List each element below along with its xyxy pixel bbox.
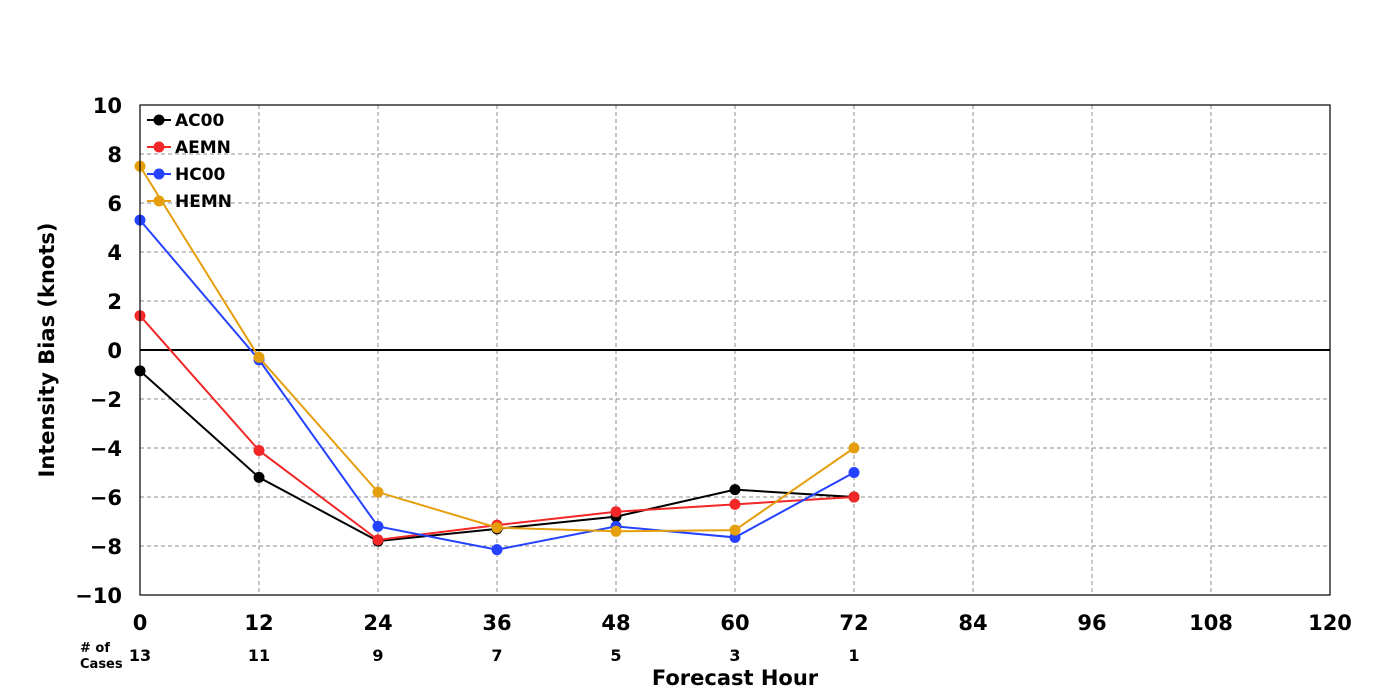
y-tick-label: −2 bbox=[90, 388, 122, 412]
data-point-hemn bbox=[491, 522, 503, 534]
data-point-hemn bbox=[610, 525, 622, 537]
data-point-aemn bbox=[848, 491, 860, 503]
x-tick-label: 120 bbox=[1308, 611, 1352, 635]
y-tick-label: −6 bbox=[90, 486, 122, 510]
data-point-hc00 bbox=[372, 520, 384, 532]
y-tick-label: 8 bbox=[107, 143, 122, 167]
x-tick-labels: 0 12 24 36 48 60 72 84 96 108 120 bbox=[133, 611, 1352, 635]
x-tick-label: 108 bbox=[1189, 611, 1233, 635]
x-tick-label: 60 bbox=[720, 611, 749, 635]
x-tick-label: 24 bbox=[363, 611, 392, 635]
x-tick-label: 84 bbox=[958, 611, 987, 635]
data-point-hemn bbox=[253, 351, 265, 363]
data-point-aemn bbox=[729, 498, 741, 510]
y-tick-label: −8 bbox=[90, 535, 122, 559]
data-point-hemn bbox=[729, 524, 741, 536]
plot-frame bbox=[139, 104, 1331, 596]
x-tick-label: 0 bbox=[133, 611, 148, 635]
y-axis-label: Intensity Bias (knots) bbox=[35, 223, 59, 478]
data-point-ac00 bbox=[729, 484, 741, 496]
x-tick-label: 96 bbox=[1077, 611, 1106, 635]
x-tick-label: 72 bbox=[839, 611, 868, 635]
data-point-aemn bbox=[253, 444, 265, 456]
data-point-hemn bbox=[372, 486, 384, 498]
y-tick-label: −4 bbox=[90, 437, 122, 461]
legend-label: AC00 bbox=[175, 111, 224, 131]
legend-label: HEMN bbox=[175, 192, 232, 212]
legend: AC00 AEMN HC00 HEMN bbox=[147, 111, 232, 212]
x-tick-label: 36 bbox=[482, 611, 511, 635]
y-tick-label: −10 bbox=[75, 584, 122, 608]
cases-row: # of Cases 13 11 9 7 5 3 1 bbox=[80, 641, 860, 672]
cases-title-line-2: Cases bbox=[80, 657, 123, 672]
y-tick-label: 10 bbox=[93, 94, 122, 118]
legend-marker-aemn bbox=[153, 141, 165, 153]
y-tick-label: 0 bbox=[107, 339, 122, 363]
legend-marker-hemn bbox=[153, 195, 165, 207]
case-count: 5 bbox=[610, 646, 621, 665]
data-point-aemn bbox=[372, 534, 384, 546]
case-count: 7 bbox=[491, 646, 502, 665]
data-point-hemn bbox=[848, 442, 860, 454]
legend-marker-ac00 bbox=[153, 114, 165, 126]
case-count: 11 bbox=[248, 646, 270, 665]
x-tick-label: 48 bbox=[601, 611, 630, 635]
y-tick-label: 4 bbox=[107, 241, 122, 265]
y-tick-label: 2 bbox=[107, 290, 122, 314]
case-count: 9 bbox=[372, 646, 383, 665]
data-point-ac00 bbox=[253, 471, 265, 483]
y-tick-label: 6 bbox=[107, 192, 122, 216]
data-point-hc00 bbox=[491, 544, 503, 556]
x-axis-label: Forecast Hour bbox=[652, 666, 819, 690]
cases-title-line-1: # of bbox=[80, 641, 110, 656]
data-point-hc00 bbox=[848, 467, 860, 478]
legend-label: AEMN bbox=[175, 138, 231, 158]
x-tick-label: 12 bbox=[244, 611, 273, 635]
case-count: 1 bbox=[848, 646, 859, 665]
legend-marker-hc00 bbox=[153, 168, 165, 180]
data-point-aemn bbox=[610, 506, 622, 518]
case-count: 3 bbox=[729, 646, 740, 665]
y-tick-labels: −10 −8 −6 −4 −2 0 2 4 6 8 10 bbox=[75, 94, 122, 608]
legend-label: HC00 bbox=[175, 165, 226, 185]
case-count: 13 bbox=[129, 646, 151, 665]
